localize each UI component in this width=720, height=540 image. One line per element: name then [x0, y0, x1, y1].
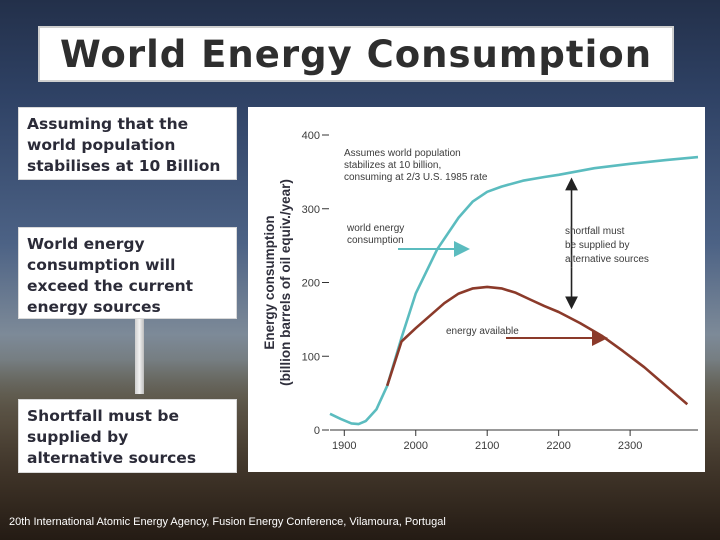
- y-tick-label: 400: [302, 130, 320, 142]
- y-tick-label: 0: [314, 425, 320, 437]
- slide-title-box: World Energy Consumption: [38, 26, 674, 82]
- y-tick-label: 300: [302, 204, 320, 216]
- assumption-text: Assuming that the world population stabi…: [27, 115, 221, 175]
- y-tick-label: 100: [302, 351, 320, 363]
- wind-turbine-image: [135, 318, 144, 394]
- y-tick-label: 200: [302, 278, 320, 290]
- footer-citation: 20th International Atomic Energy Agency,…: [9, 516, 446, 528]
- series-line-consumption: [329, 155, 699, 426]
- consumption-text: World energy consumption will exceed the…: [27, 235, 194, 316]
- y-axis-label-line: (billion barrels of oil equiv./year): [278, 179, 293, 386]
- shortfall-annotation: alternative sources: [565, 254, 649, 265]
- consumption-series-label: consumption: [347, 235, 404, 246]
- shortfall-annotation: shortfall must: [565, 226, 625, 237]
- shortfall-box: Shortfall must be supplied by alternativ…: [18, 399, 237, 473]
- series-line-available: [385, 285, 689, 406]
- consumption-series-label: world energy: [346, 223, 404, 234]
- assumption-annotation: consuming at 2/3 U.S. 1985 rate: [344, 172, 488, 183]
- slide-title: World Energy Consumption: [59, 32, 653, 76]
- assumption-annotation: stabilizes at 10 billion,: [344, 160, 441, 171]
- x-tick-label: 2100: [475, 440, 499, 452]
- assumption-box: Assuming that the world population stabi…: [18, 107, 237, 180]
- chart-panel: 1900 2000 2100 2200 2300 0 100 200 300 400 Energy …: [248, 107, 705, 472]
- consumption-box: World energy consumption will exceed the…: [18, 227, 237, 319]
- shortfall-annotation: be supplied by: [565, 240, 630, 251]
- x-tick-label: 2000: [404, 440, 428, 452]
- energy-chart: 1900 2000 2100 2200 2300 0 100 200 300 400 Energy …: [262, 130, 699, 452]
- x-tick-label: 2300: [618, 440, 642, 452]
- assumption-annotation: Assumes world population: [344, 148, 461, 159]
- y-axis-label: Energy consumption(billion barrels of oi…: [262, 179, 293, 386]
- available-series-label: energy available: [446, 326, 519, 337]
- x-tick-label: 2200: [546, 440, 570, 452]
- shortfall-text: Shortfall must be supplied by alternativ…: [27, 407, 197, 467]
- y-axis-label-line: Energy consumption: [262, 215, 277, 349]
- x-tick-label: 1900: [332, 440, 356, 452]
